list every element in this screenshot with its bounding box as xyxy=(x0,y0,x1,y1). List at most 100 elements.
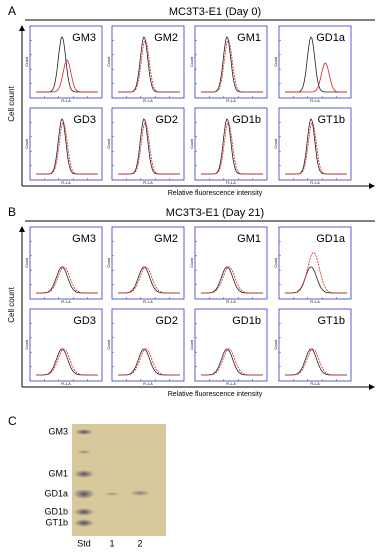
histogram: Count FL1-A GD2 xyxy=(107,107,185,185)
band-label: GM1 xyxy=(48,468,68,478)
histogram: Count FL1-A GM1 xyxy=(190,226,268,304)
count-label: Count xyxy=(107,258,111,267)
plot-frame xyxy=(278,107,352,181)
histogram-label: GD1a xyxy=(316,32,346,44)
panel-letter: A xyxy=(8,4,16,18)
histogram: Count FL1-A GD3 xyxy=(25,107,103,185)
plot-frame xyxy=(29,107,103,181)
stained-histogram xyxy=(118,348,180,376)
fl1-label: FL1-A xyxy=(226,300,236,304)
histogram-label: GD3 xyxy=(73,114,96,126)
plot-frame xyxy=(278,25,352,99)
count-label: Count xyxy=(25,340,29,349)
stained-histogram xyxy=(285,348,347,376)
plot-frame xyxy=(111,226,185,300)
histogram-label: GM2 xyxy=(154,32,178,44)
control-histogram xyxy=(118,118,180,175)
panel-title: MC3T3-E1 (Day 0) xyxy=(169,6,261,18)
histogram: Count FL1-A GD3 xyxy=(25,308,103,386)
stained-histogram xyxy=(201,266,263,294)
count-label: Count xyxy=(274,340,278,349)
panel-letter: B xyxy=(8,205,16,219)
x-axis-label: Relative fluorescence intensity xyxy=(168,391,263,398)
plot-frame xyxy=(111,308,185,382)
plot-frame xyxy=(111,107,185,181)
histogram-label: GM3 xyxy=(72,32,96,44)
band-label: GD1a xyxy=(44,488,68,498)
histogram-label: GD1b xyxy=(232,114,261,126)
histogram: Count FL1-A GD1b xyxy=(190,107,268,185)
count-label: Count xyxy=(25,139,29,148)
histogram-label: GM3 xyxy=(72,233,96,245)
fl1-label: FL1-A xyxy=(143,382,153,386)
plot-frame xyxy=(194,226,268,300)
control-histogram xyxy=(285,118,347,175)
count-label: Count xyxy=(107,340,111,349)
stained-histogram xyxy=(285,62,347,93)
stained-histogram xyxy=(118,39,180,93)
fl1-label: FL1-A xyxy=(143,99,153,103)
stained-histogram xyxy=(118,121,180,175)
count-label: Count xyxy=(190,57,194,66)
plot-frame xyxy=(29,25,103,99)
x-axis-label: Relative fluorescence intensity xyxy=(168,190,263,197)
count-label: Count xyxy=(190,258,194,267)
histogram: Count FL1-A GT1b xyxy=(274,107,352,185)
count-label: Count xyxy=(274,57,278,66)
fl1-label: FL1-A xyxy=(61,99,71,103)
fl1-label: FL1-A xyxy=(310,181,320,185)
stained-histogram xyxy=(285,252,347,294)
lane-label: 2 xyxy=(137,538,142,548)
count-label: Count xyxy=(274,139,278,148)
count-label: Count xyxy=(25,258,29,267)
stained-histogram xyxy=(285,121,347,175)
fl1-label: FL1-A xyxy=(226,181,236,185)
plot-frame xyxy=(29,308,103,382)
stained-histogram xyxy=(36,59,98,93)
histogram-label: GM2 xyxy=(154,233,178,245)
control-histogram xyxy=(201,36,263,93)
plot-frame xyxy=(194,107,268,181)
histogram: Count FL1-A GD1a xyxy=(274,25,352,103)
stained-histogram xyxy=(201,121,263,175)
lane-label: Std xyxy=(77,538,91,548)
stained-histogram xyxy=(201,348,263,376)
histogram: Count FL1-A GT1b xyxy=(274,308,352,386)
plot-frame xyxy=(194,308,268,382)
count-label: Count xyxy=(107,57,111,66)
band-label: GD1b xyxy=(44,506,68,516)
histogram-label: GT1b xyxy=(317,315,345,327)
plot-frame xyxy=(29,226,103,300)
histogram-label: GD1b xyxy=(232,315,261,327)
lane-label: 1 xyxy=(109,538,114,548)
control-histogram xyxy=(118,36,180,93)
panel-title: MC3T3-E1 (Day 21) xyxy=(166,207,264,219)
control-histogram xyxy=(285,36,347,93)
gel xyxy=(72,424,166,536)
y-axis-label: Cell count xyxy=(7,85,16,121)
histogram: Count FL1-A GD2 xyxy=(107,308,185,386)
fl1-label: FL1-A xyxy=(226,99,236,103)
plot-frame xyxy=(194,25,268,99)
count-label: Count xyxy=(190,139,194,148)
count-label: Count xyxy=(25,57,29,66)
control-histogram xyxy=(36,118,98,175)
histogram: Count FL1-A GM3 xyxy=(25,226,103,304)
fl1-label: FL1-A xyxy=(310,99,320,103)
fl1-label: FL1-A xyxy=(143,181,153,185)
fl1-label: FL1-A xyxy=(61,181,71,185)
histogram-label: GD2 xyxy=(155,114,178,126)
histogram: Count FL1-A GD1b xyxy=(190,308,268,386)
stained-histogram xyxy=(118,266,180,294)
histogram-label: GD3 xyxy=(73,315,96,327)
band-label: GT1b xyxy=(45,517,68,527)
gel-bands xyxy=(73,429,150,527)
histogram-label: GM1 xyxy=(237,32,261,44)
histogram: Count FL1-A GM2 xyxy=(107,25,185,103)
fl1-label: FL1-A xyxy=(143,300,153,304)
count-label: Count xyxy=(190,340,194,349)
plot-frame xyxy=(278,226,352,300)
count-label: Count xyxy=(274,258,278,267)
stained-histogram xyxy=(201,39,263,93)
